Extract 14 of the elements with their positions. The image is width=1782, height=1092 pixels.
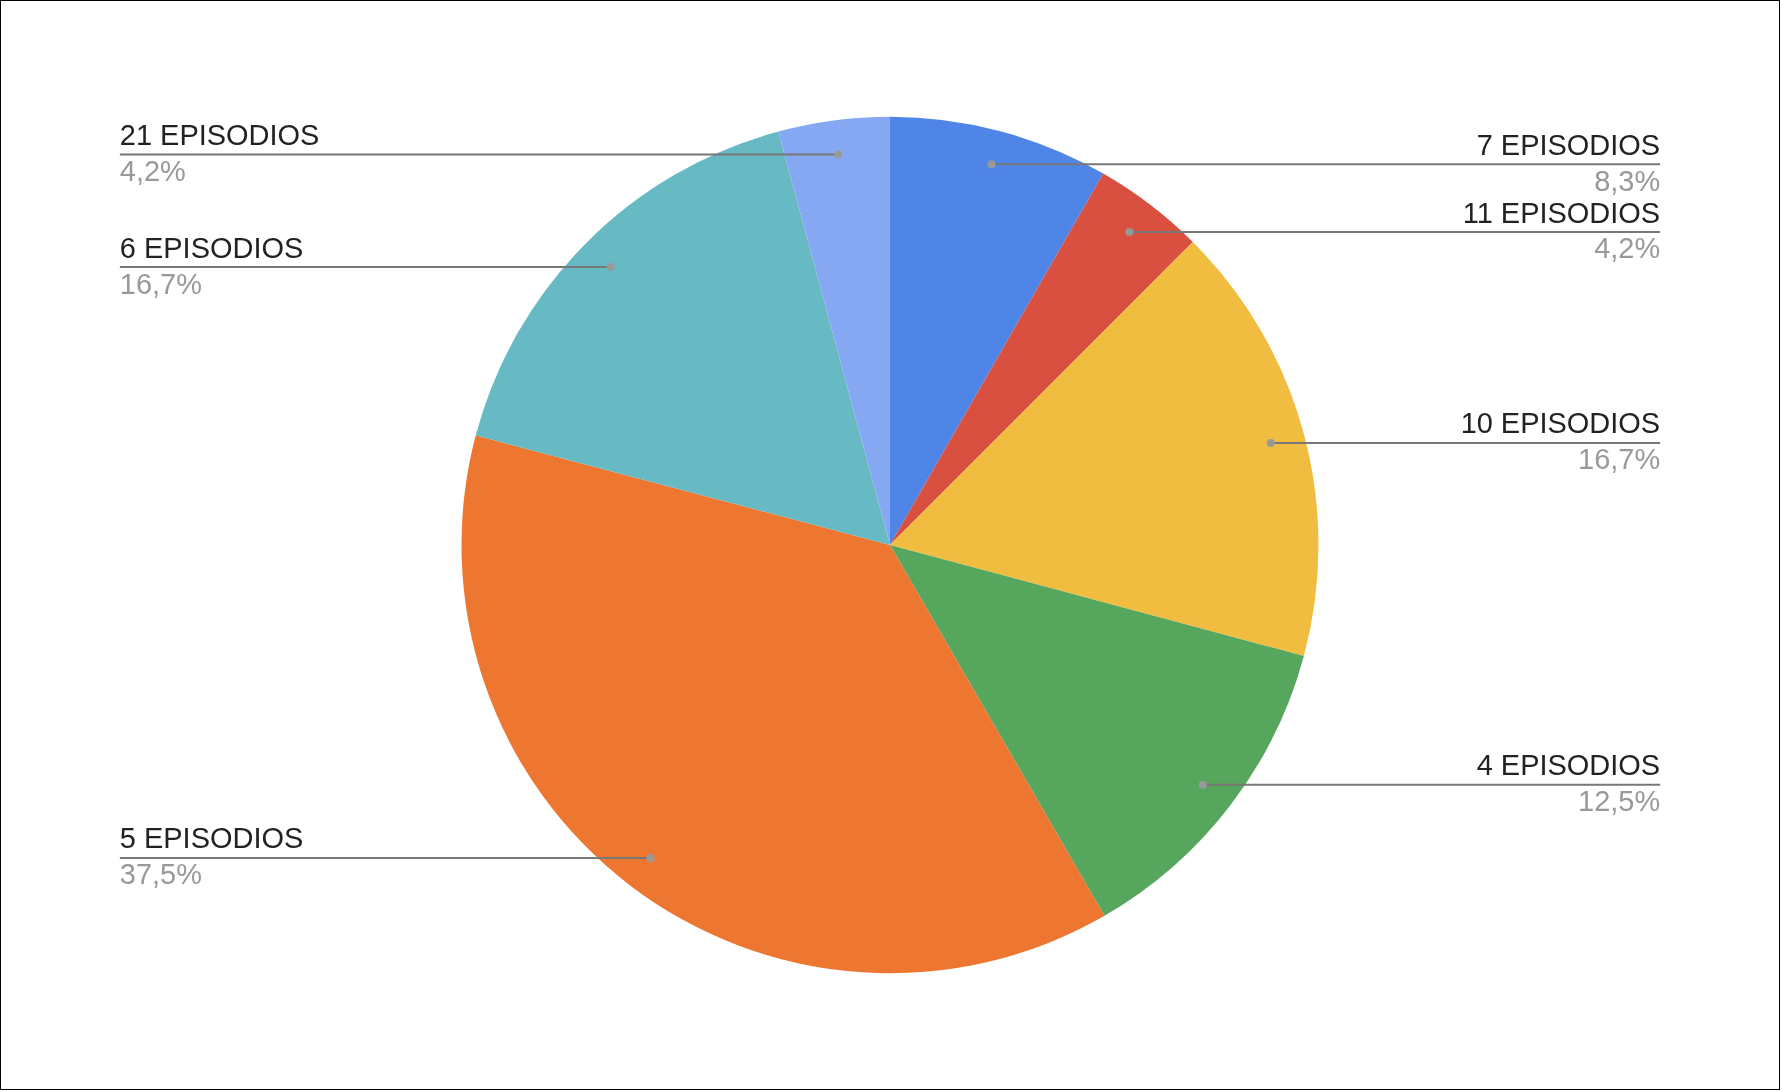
data-label: 16,7% xyxy=(1578,443,1661,476)
data-label: 12,5% xyxy=(1578,785,1661,818)
data-label: 37,5% xyxy=(119,858,202,891)
slice-label: 4 EPISODIOS xyxy=(1476,749,1661,782)
slice-label: 11 EPISODIOS xyxy=(1462,196,1661,229)
slice-label: 21 EPISODIOS xyxy=(119,118,320,151)
data-label: 16,7% xyxy=(119,267,202,300)
data-label: 4,2% xyxy=(1594,232,1661,265)
slice-label: 5 EPISODIOS xyxy=(119,822,304,855)
slice-label: 6 EPISODIOS xyxy=(119,231,304,264)
data-label: 4,2% xyxy=(119,154,186,187)
slice-label: 10 EPISODIOS xyxy=(1460,407,1661,440)
slice-label: 7 EPISODIOS xyxy=(1476,128,1661,161)
data-label: 8,3% xyxy=(1594,164,1661,197)
